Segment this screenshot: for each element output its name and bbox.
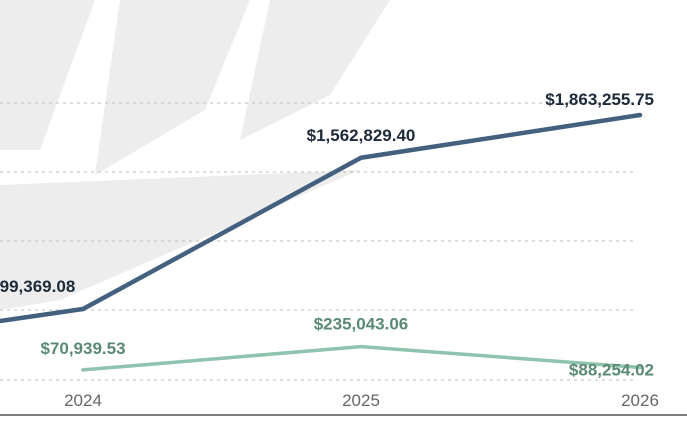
series-layer — [0, 112, 643, 372]
data-labels: $499,369.08 $1,562,829.40 $1,863,255.75 $70… — [0, 90, 654, 379]
data-label: $1,562,829.40 — [307, 126, 416, 145]
x-axis: 2024 2025 2026 — [0, 391, 687, 416]
x-tick-label: 2026 — [621, 391, 659, 410]
data-label: $70,939.53 — [40, 339, 125, 358]
x-tick-label: 2024 — [64, 391, 102, 410]
series-1-line — [81, 344, 642, 372]
data-label: $235,043.06 — [314, 315, 409, 334]
watermark — [0, 0, 390, 310]
gridlines — [0, 102, 635, 381]
series-0-line-extension — [0, 306, 86, 324]
data-label: $88,254.02 — [569, 360, 654, 379]
x-tick-label: 2025 — [342, 391, 380, 410]
data-label: $499,369.08 — [0, 277, 75, 296]
data-label: $1,863,255.75 — [545, 90, 654, 109]
